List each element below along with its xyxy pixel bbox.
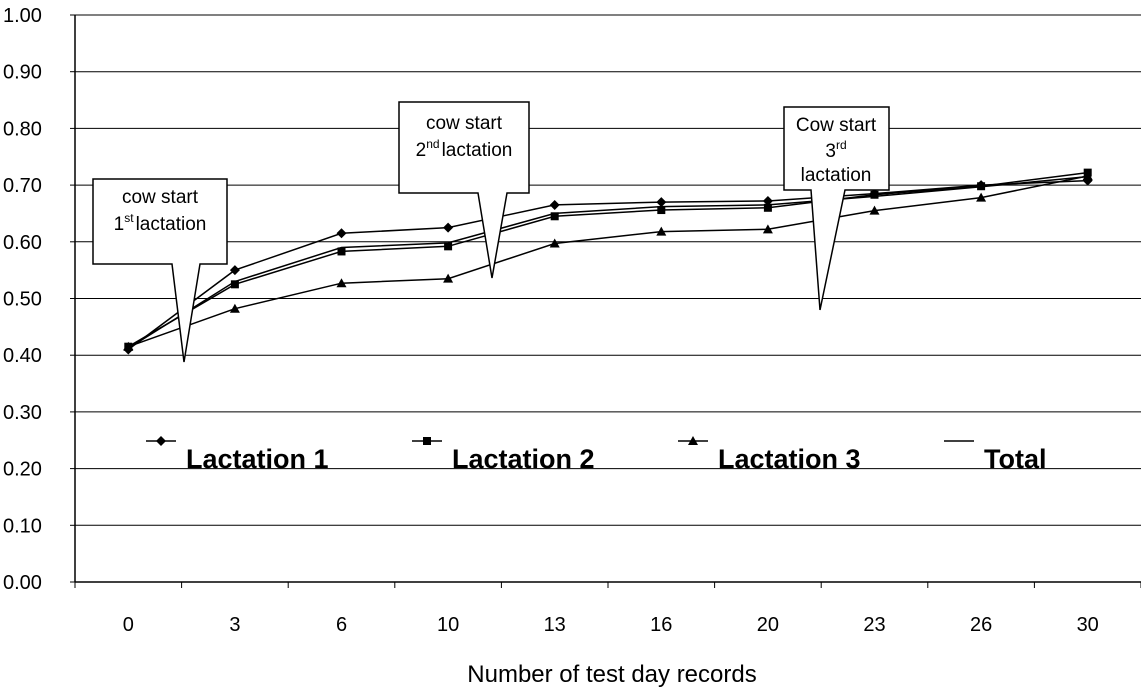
y-tick-label: 0.10 [3, 515, 42, 537]
legend-label-total: Total [984, 444, 1047, 474]
y-tick-label: 0.50 [3, 289, 42, 311]
series-line-lactation-2 [127, 171, 1088, 348]
y-tick-label: 0.20 [3, 459, 42, 481]
callout-lactation-1-line2: 1st lactation [114, 211, 207, 235]
gridlines [75, 14, 1141, 526]
data-point-lactation-3 [549, 238, 560, 248]
x-tick-label: 30 [1077, 614, 1099, 636]
callout-lactation-2-line2: 2nd lactation [416, 137, 513, 161]
legend-item-lactation-2: Lactation 2 [412, 437, 595, 474]
y-tick-label: 1.00 [3, 5, 42, 27]
x-tick-label: 20 [757, 614, 779, 636]
callout-lactation-2-shape [398, 101, 530, 279]
y-axis-ticks: 0.00 0.10 0.20 0.30 0.40 0.50 0.60 0.70 0.80 0.90… [3, 5, 75, 594]
series-line-total [127, 175, 1088, 350]
series-lines [127, 171, 1088, 351]
y-tick-label: 0.00 [3, 572, 42, 594]
series-line-lactation-3 [128, 175, 1088, 348]
callout-lactation-1: cow start 1st lactation [92, 178, 228, 363]
callout-lactation-2-word: lactation [442, 140, 513, 161]
legend-marker-lactation-3 [688, 436, 698, 445]
x-tick-label: 26 [970, 614, 992, 636]
callout-lactation-3-suffix: rd [836, 138, 847, 152]
legend-item-lactation-3: Lactation 3 [678, 436, 861, 474]
data-point-lactation-2 [444, 242, 453, 251]
data-point-lactation-2 [870, 190, 879, 199]
y-tick-label: 0.90 [3, 62, 42, 84]
x-tick-label: 13 [544, 614, 566, 636]
callout-lactation-3-shape [783, 106, 890, 311]
data-point-lactation-3 [976, 192, 987, 202]
callout-lactation-2-ordinal: 2 [416, 140, 427, 161]
series-markers [123, 168, 1093, 355]
x-tick-label: 16 [650, 614, 672, 636]
callout-lactation-1-suffix: st [124, 211, 134, 225]
callout-lactation-3-line1: Cow start [796, 115, 877, 136]
data-point-lactation-1 [762, 195, 773, 206]
data-point-lactation-1 [229, 265, 240, 276]
x-tick-label: 23 [863, 614, 885, 636]
legend-item-total: Total [944, 440, 1047, 474]
legend: Lactation 1 Lactation 2 Lactation 3 Tota… [146, 436, 1047, 474]
callout-lactation-1-ordinal: 1 [114, 214, 125, 235]
legend-label-lactation-3: Lactation 3 [718, 444, 861, 474]
data-point-lactation-3 [869, 205, 880, 215]
x-tick-label: 0 [123, 614, 134, 636]
series-line-lactation-1 [127, 179, 1088, 351]
legend-item-lactation-1: Lactation 1 [146, 436, 329, 474]
legend-label-lactation-1: Lactation 1 [186, 444, 329, 474]
data-point-lactation-3 [229, 303, 240, 313]
x-axis-title: Number of test day records [467, 661, 756, 688]
callout-lactation-1-line1: cow start [122, 187, 199, 208]
data-point-lactation-3 [762, 224, 773, 234]
y-tick-label: 0.30 [3, 402, 42, 424]
data-point-lactation-1 [443, 222, 454, 233]
x-axis-ticks: 0 3 6 10 13 16 20 23 26 30 [74, 582, 1141, 636]
data-point-lactation-3 [443, 273, 454, 283]
data-point-lactation-2 [657, 206, 666, 215]
data-point-lactation-2 [550, 212, 559, 221]
callout-lactation-3-line2: 3rd [825, 138, 846, 162]
data-point-lactation-1 [549, 199, 560, 210]
x-tick-label: 10 [437, 614, 459, 636]
callout-lactation-3-line3: lactation [801, 165, 872, 186]
data-point-lactation-3 [1082, 171, 1093, 181]
callout-lactation-2: cow start 2nd lactation [398, 101, 530, 279]
y-tick-label: 0.70 [3, 175, 42, 197]
legend-label-lactation-2: Lactation 2 [452, 444, 595, 474]
data-point-lactation-2 [337, 247, 346, 256]
legend-marker-lactation-1 [156, 436, 166, 446]
callout-lactation-2-suffix: nd [426, 137, 439, 151]
x-tick-label: 3 [229, 614, 240, 636]
callout-lactation-3: Cow start 3rd lactation [783, 106, 890, 311]
data-point-lactation-3 [123, 341, 134, 351]
legend-marker-lactation-2 [423, 437, 431, 445]
x-tick-label: 6 [336, 614, 347, 636]
data-point-lactation-2 [230, 280, 239, 289]
data-point-lactation-3 [656, 226, 667, 236]
data-point-lactation-2 [977, 182, 986, 191]
callout-lactation-1-shape [92, 178, 228, 363]
y-tick-label: 0.80 [3, 118, 42, 140]
callout-lactation-1-word: lactation [136, 214, 207, 235]
y-tick-label: 0.60 [3, 232, 42, 254]
y-tick-label: 0.40 [3, 345, 42, 367]
data-point-lactation-3 [336, 278, 347, 288]
data-point-lactation-1 [656, 197, 667, 208]
data-point-lactation-2 [763, 203, 772, 212]
callout-lactation-2-line1: cow start [426, 113, 503, 134]
callout-lactation-3-ordinal: 3 [825, 141, 836, 162]
data-point-lactation-1 [336, 228, 347, 239]
